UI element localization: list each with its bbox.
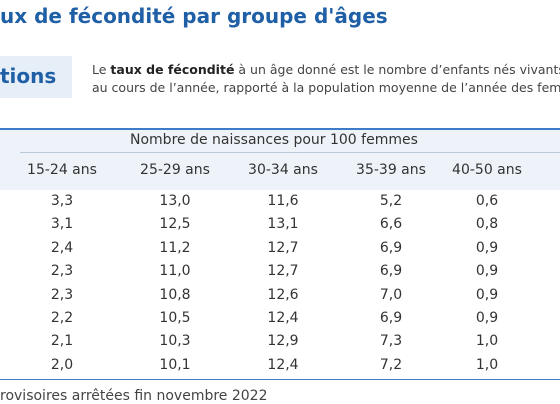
cell: 13,0 (159, 193, 191, 209)
cell: 12,4 (267, 310, 299, 326)
cell: 6,9 (379, 239, 403, 256)
cell: 3,3 (50, 193, 74, 209)
cell: 12,7 (267, 263, 299, 280)
cell: 12,6 (267, 286, 299, 303)
cell: 2,0 (50, 356, 74, 373)
cell: 10,8 (159, 286, 191, 303)
cell: 12,9 (267, 333, 299, 350)
cell: 7,3 (379, 333, 403, 350)
cell: 1,0 (475, 333, 499, 350)
cell: 2,4 (50, 239, 74, 256)
title: ux de fécondité par groupe d'âges (0, 4, 388, 28)
cell: 0,9 (475, 310, 499, 326)
cell: 5,2 (379, 193, 403, 209)
cell: 0,6 (475, 193, 499, 209)
cell: 0,9 (475, 263, 499, 280)
cell: 0,8 (475, 216, 499, 233)
column-header: 15-24 ans (27, 162, 97, 178)
cell: 3,1 (50, 216, 74, 233)
cell: 2,3 (50, 286, 74, 303)
cell: 6,9 (379, 263, 403, 280)
cell: 12,4 (267, 356, 299, 373)
cell: 2,3 (50, 263, 74, 280)
divider (20, 152, 560, 153)
cell: 7,2 (379, 356, 403, 373)
cell: 10,1 (159, 356, 191, 373)
cell: 13,1 (267, 216, 299, 233)
footer-note: rovisoires arrêtées fin novembre 2022 (0, 388, 268, 404)
column-header: 40-50 ans (452, 162, 522, 178)
cell: 7,0 (379, 286, 403, 303)
column-header: 35-39 ans (356, 162, 426, 178)
cell: 12,7 (267, 239, 299, 256)
cell: 6,9 (379, 310, 403, 326)
cell: 10,5 (159, 310, 191, 326)
cell: 2,2 (50, 310, 74, 326)
bold-term: taux de fécondité (110, 62, 235, 77)
cell: 11,6 (267, 193, 299, 209)
column-header: 25-29 ans (140, 162, 210, 178)
cell: 11,0 (159, 263, 191, 280)
cell: 11,2 (159, 239, 191, 256)
cell: 2,1 (50, 333, 74, 350)
cell: 0,9 (475, 239, 499, 256)
cell: 10,3 (159, 333, 191, 350)
cell: 1,0 (475, 356, 499, 373)
section-label: tions (0, 64, 57, 88)
text: à un âge donné est le nombre d’enfants n… (234, 62, 560, 77)
divider (0, 379, 560, 380)
cell: 6,6 (379, 216, 403, 233)
cell: 12,5 (159, 216, 191, 233)
text: Le (92, 62, 111, 77)
column-header: 30-34 ans (248, 162, 318, 178)
cell: 0,9 (475, 286, 499, 303)
section-box: tions (0, 56, 72, 98)
table-caption: Nombre de naissances pour 100 femmes (130, 132, 418, 148)
table-header-bg (0, 128, 560, 190)
paragraph: Le taux de fécondité à un âge donné est … (92, 62, 560, 77)
paragraph: au cours de l’année, rapporté à la popul… (92, 80, 560, 95)
